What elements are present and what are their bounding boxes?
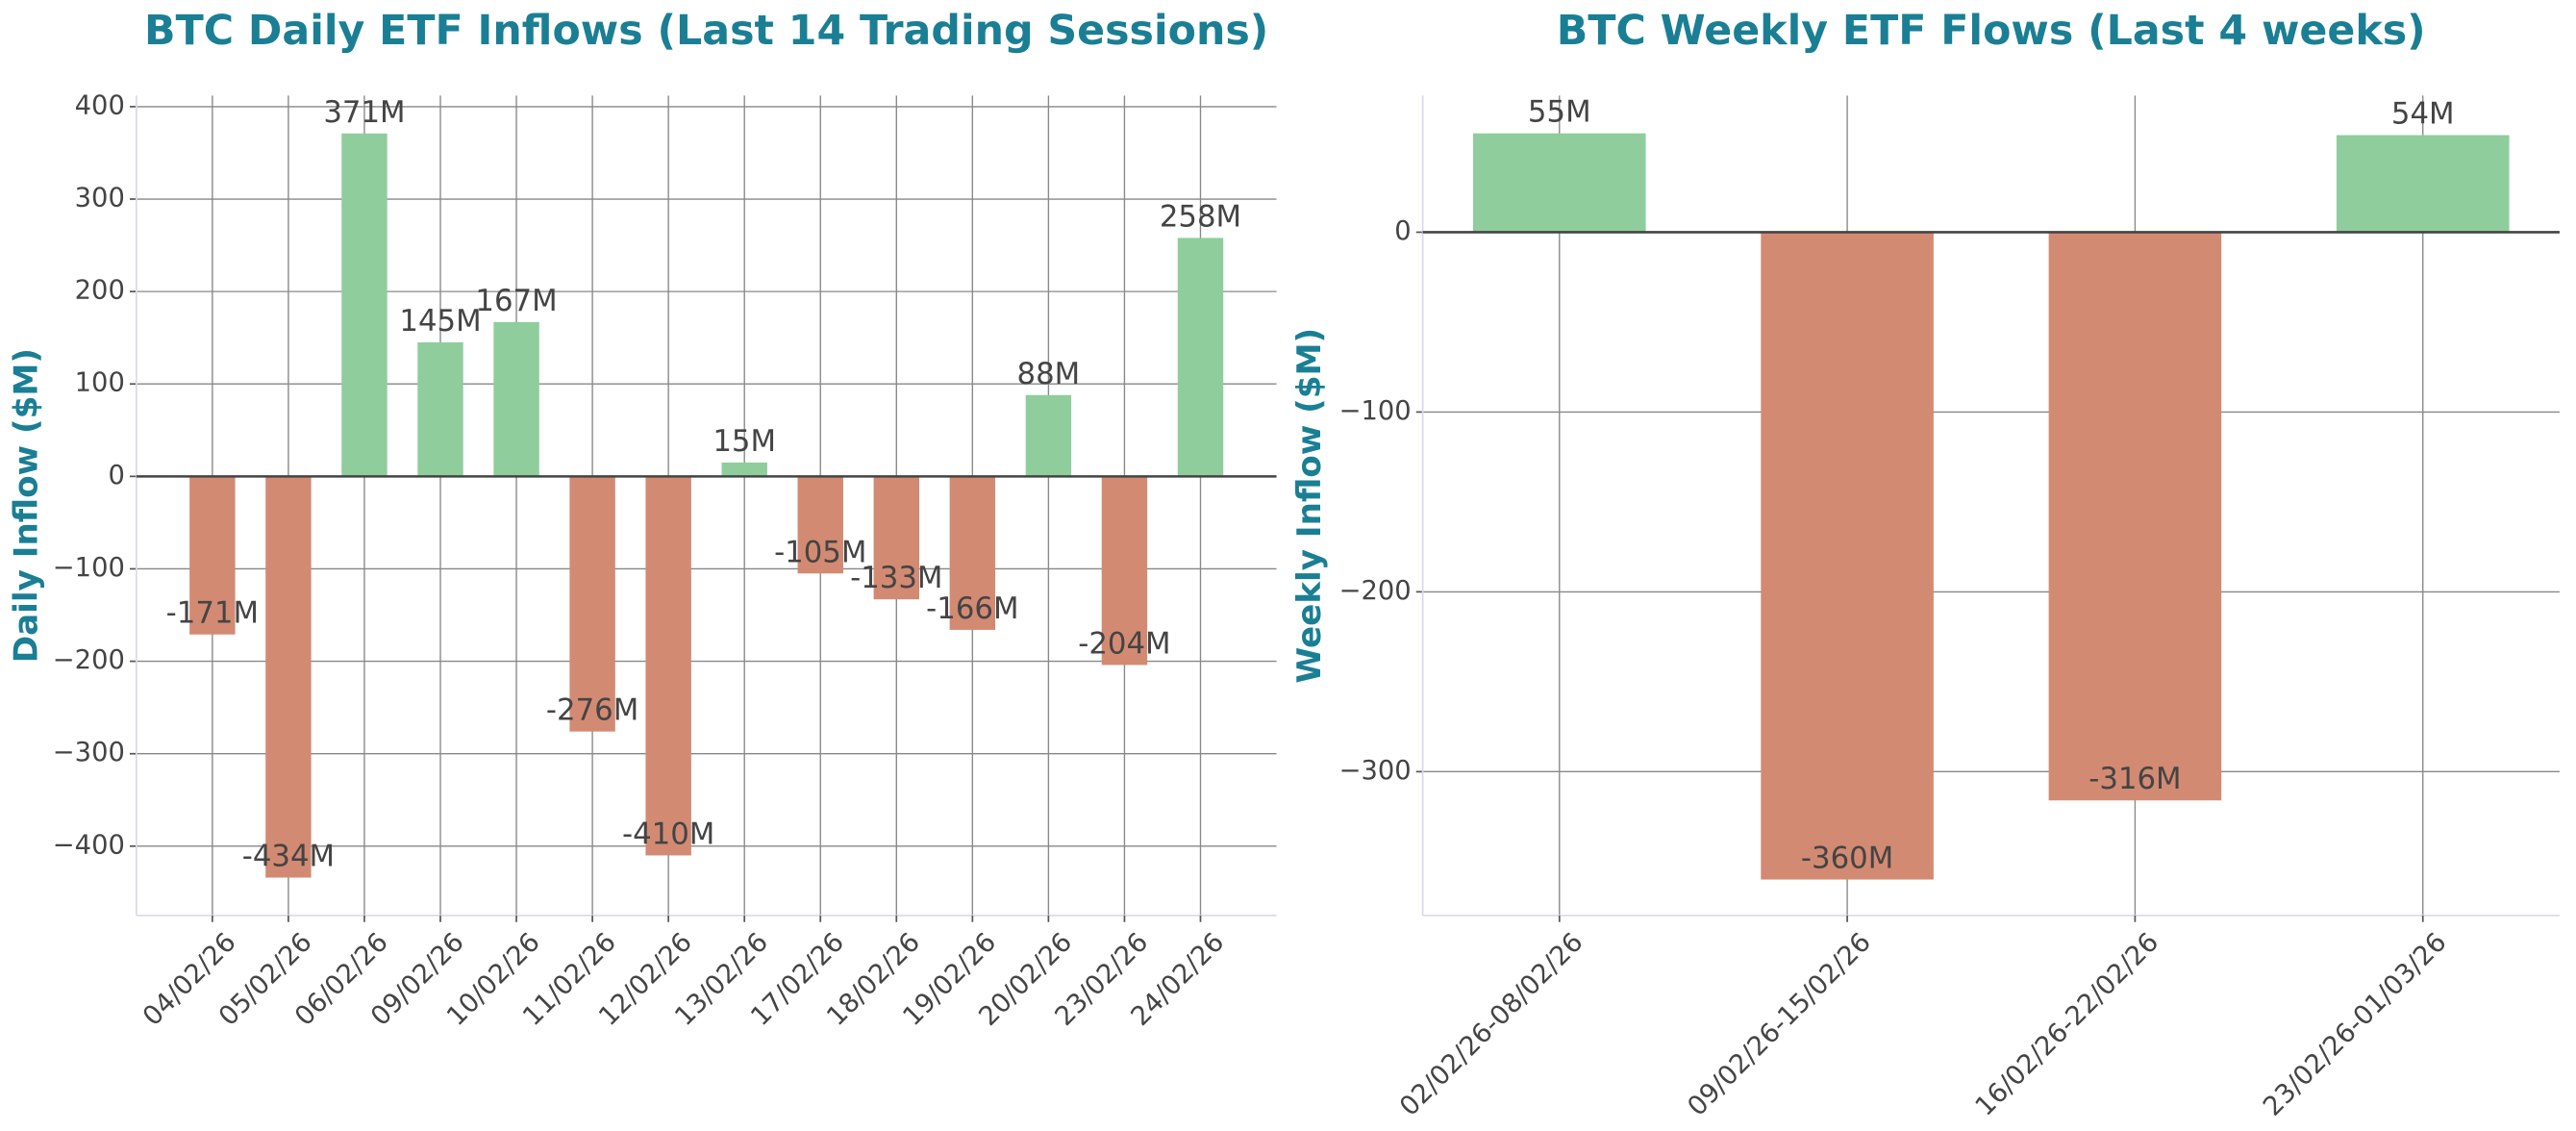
y-tick-label: −100 <box>53 553 125 583</box>
bar <box>1177 238 1224 477</box>
bar <box>569 476 615 732</box>
bar <box>189 476 236 635</box>
chart-title: BTC Weekly ETF Flows (Last 4 weeks) <box>1557 7 2426 55</box>
bar <box>493 321 539 477</box>
y-tick-label: −300 <box>1339 756 1412 786</box>
y-tick-label: 400 <box>75 90 125 120</box>
value-label: 371M <box>323 95 405 130</box>
bar <box>1472 133 1646 233</box>
y-axis-label: Daily Inflow ($M) <box>8 348 46 663</box>
y-tick-label: −200 <box>1339 576 1412 606</box>
value-label: -171M <box>166 596 259 631</box>
bar <box>949 476 996 630</box>
x-tick-label: 16/02/26-22/02/26 <box>1970 927 2164 1121</box>
y-tick-label: −300 <box>53 738 125 767</box>
value-label: 258M <box>1160 199 1241 234</box>
x-tick-label: 09/02/26-15/02/26 <box>1682 927 1876 1121</box>
y-tick-label: −100 <box>1339 396 1412 426</box>
value-label: -360M <box>1801 842 1893 876</box>
bar <box>721 462 767 477</box>
y-axis-label: Weekly Inflow ($M) <box>1290 328 1329 684</box>
bar <box>1025 394 1072 477</box>
y-tick-label: −400 <box>53 830 125 860</box>
bar <box>341 133 388 477</box>
bar <box>1761 232 1934 880</box>
bar <box>265 476 312 878</box>
chart-title: BTC Daily ETF Inflows (Last 14 Trading S… <box>144 7 1268 55</box>
bar <box>2336 135 2510 233</box>
y-tick-label: −200 <box>53 645 125 675</box>
value-label: 167M <box>475 284 557 318</box>
bar <box>797 476 843 574</box>
value-label: -204M <box>1078 626 1170 661</box>
x-tick-label: 23/02/26-01/03/26 <box>2258 927 2452 1121</box>
y-tick-label: 300 <box>75 184 125 214</box>
x-tick-label: 02/02/26-08/02/26 <box>1394 927 1588 1121</box>
bar <box>873 476 920 600</box>
value-label: 55M <box>1528 95 1591 130</box>
y-tick-label: 100 <box>75 368 125 398</box>
value-label: -166M <box>926 591 1018 626</box>
y-tick-label: 200 <box>75 276 125 306</box>
value-label: -276M <box>546 693 638 728</box>
y-tick-label: 0 <box>1394 216 1411 246</box>
value-label: -105M <box>774 535 866 569</box>
bar <box>2048 232 2222 801</box>
bar <box>417 341 463 477</box>
value-label: 54M <box>2391 96 2455 131</box>
value-label: -133M <box>850 561 942 595</box>
value-label: 88M <box>1017 357 1081 391</box>
value-label: 15M <box>713 424 776 459</box>
bar <box>645 476 691 856</box>
value-label: -434M <box>242 840 335 874</box>
value-label: 145M <box>399 304 481 339</box>
value-label: -410M <box>622 817 714 851</box>
value-label: -316M <box>2088 762 2181 796</box>
y-tick-label: 0 <box>108 461 124 490</box>
bar <box>1101 476 1148 666</box>
